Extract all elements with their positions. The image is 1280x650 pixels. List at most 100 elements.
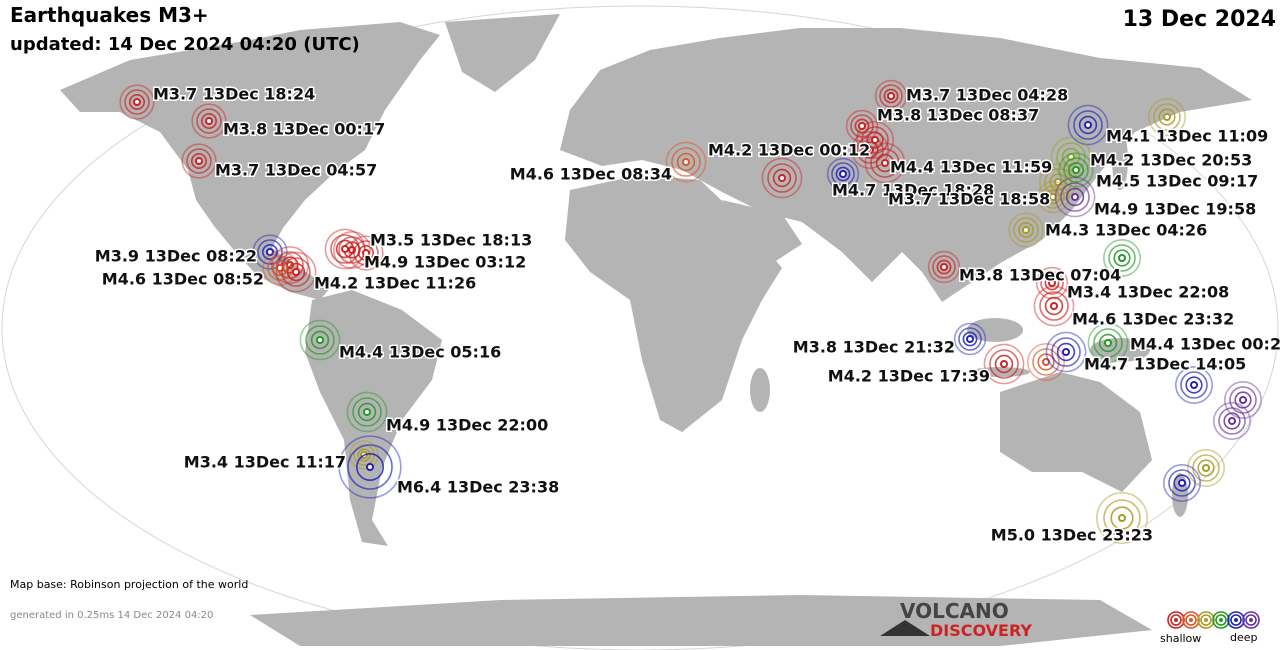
quake-label: M4.2 13Dec 00:12	[708, 141, 870, 160]
marker-core	[133, 98, 141, 106]
marker-core	[871, 136, 879, 144]
marker-ring	[1067, 104, 1109, 146]
quake-label: M4.2 13Dec 17:39	[828, 367, 990, 386]
marker-ring	[129, 94, 146, 111]
marker-ring	[1049, 173, 1067, 191]
marker-ring	[1036, 180, 1070, 214]
marker-ring	[1040, 271, 1064, 295]
marker-ring	[1037, 353, 1055, 371]
marker-core	[195, 157, 203, 165]
marker-ring	[866, 131, 884, 149]
marker-ring	[1056, 142, 1086, 172]
marker-ring	[201, 113, 218, 130]
marker-ring	[1039, 291, 1069, 321]
quake-label: M4.6 13Dec 08:52	[102, 270, 264, 289]
quake-label: M4.4 13Dec 00:25	[1130, 335, 1280, 354]
marker-ring	[1044, 275, 1060, 291]
marker-core	[292, 268, 300, 276]
marker-ring	[936, 259, 952, 275]
marker-ring	[1060, 182, 1090, 212]
marker-ring	[1218, 407, 1246, 435]
legend-core	[1189, 618, 1193, 622]
quake-label: M4.2 13Dec 11:26	[314, 274, 476, 293]
marker-ring	[1148, 98, 1187, 137]
marker-ring	[261, 244, 278, 261]
legend-swatch	[1182, 611, 1200, 629]
marker-ring	[330, 234, 360, 264]
marker-ring	[349, 440, 379, 470]
marker-ring	[275, 251, 317, 293]
legend-deep: deep	[1230, 631, 1258, 644]
quake-marker	[1148, 98, 1187, 137]
legend-ring	[1242, 611, 1260, 629]
quake-marker	[855, 121, 894, 160]
marker-ring	[835, 166, 851, 182]
quake-marker	[1033, 285, 1075, 327]
quake-label: M4.9 13Dec 22:00	[386, 416, 548, 435]
marker-ring	[1168, 469, 1196, 497]
quake-marker	[983, 343, 1025, 385]
legend-core	[1219, 618, 1223, 622]
legend-core	[1249, 618, 1253, 622]
marker-ring	[1008, 212, 1044, 248]
marker-ring	[324, 228, 366, 270]
marker-core	[1000, 360, 1008, 368]
marker-core	[341, 245, 349, 253]
marker-core	[966, 335, 974, 343]
marker-ring	[1063, 157, 1089, 183]
quake-marker	[181, 143, 217, 179]
legend-ring	[1170, 614, 1182, 626]
marker-ring	[1065, 187, 1085, 207]
marker-core	[1071, 193, 1079, 201]
marker-ring	[1173, 474, 1191, 492]
marker-ring	[1153, 103, 1181, 131]
marker-ring	[879, 84, 903, 108]
quake-marker	[1058, 152, 1094, 188]
quake-marker	[191, 103, 227, 139]
marker-ring	[1093, 328, 1123, 358]
marker-ring	[1017, 222, 1034, 239]
marker-core	[858, 122, 866, 130]
legend-ring	[1227, 611, 1245, 629]
marker-core	[1084, 121, 1092, 129]
quake-label: M3.7 13Dec 18:58	[888, 190, 1050, 209]
marker-ring	[357, 245, 374, 262]
marker-core	[1054, 178, 1062, 186]
quake-marker	[1103, 239, 1142, 278]
map-base: Map base: Robinson projection of the wor…	[10, 578, 248, 591]
marker-ring	[1027, 342, 1066, 381]
quake-label: M3.7 13Dec 04:28	[906, 86, 1068, 105]
quake-label: M6.4 13Dec 23:38	[397, 478, 559, 497]
quake-label: M3.7 13Dec 18:24	[153, 85, 315, 104]
marker-ring	[335, 239, 355, 259]
marker-ring	[1163, 463, 1202, 502]
marker-ring	[1108, 244, 1136, 272]
marker-ring	[994, 354, 1014, 374]
legend-swatch	[1212, 611, 1230, 629]
marker-ring	[870, 148, 900, 178]
legend-shallow: shallow	[1160, 632, 1201, 645]
marker-core	[1118, 514, 1126, 522]
logo: VOLCANO	[900, 599, 1009, 623]
quake-label: M4.9 13Dec 19:58	[1094, 200, 1256, 219]
marker-core	[1178, 479, 1186, 487]
marker-ring	[119, 84, 155, 120]
marker-ring	[286, 262, 306, 282]
quake-label: M3.7 13Dec 04:57	[215, 161, 377, 180]
marker-ring	[1068, 162, 1085, 179]
quake-label: M3.4 13Dec 11:17	[184, 453, 346, 472]
legend-ring	[1230, 614, 1242, 626]
marker-ring	[927, 250, 961, 284]
marker-ring	[346, 391, 388, 433]
marker-ring	[874, 79, 908, 113]
marker-ring	[1087, 322, 1129, 364]
marker-ring	[671, 147, 701, 177]
quake-label: M4.6 13Dec 08:34	[510, 165, 672, 184]
quake-label: M4.4 13Dec 05:16	[339, 343, 501, 362]
marker-ring	[932, 255, 956, 279]
quake-label: M3.9 13Dec 08:22	[95, 247, 257, 266]
updated: updated: 14 Dec 2024 04:20 (UTC)	[10, 34, 360, 55]
logo: DISCOVERY	[930, 621, 1032, 640]
legend-swatch	[1242, 611, 1260, 629]
marker-ring	[1051, 337, 1081, 367]
